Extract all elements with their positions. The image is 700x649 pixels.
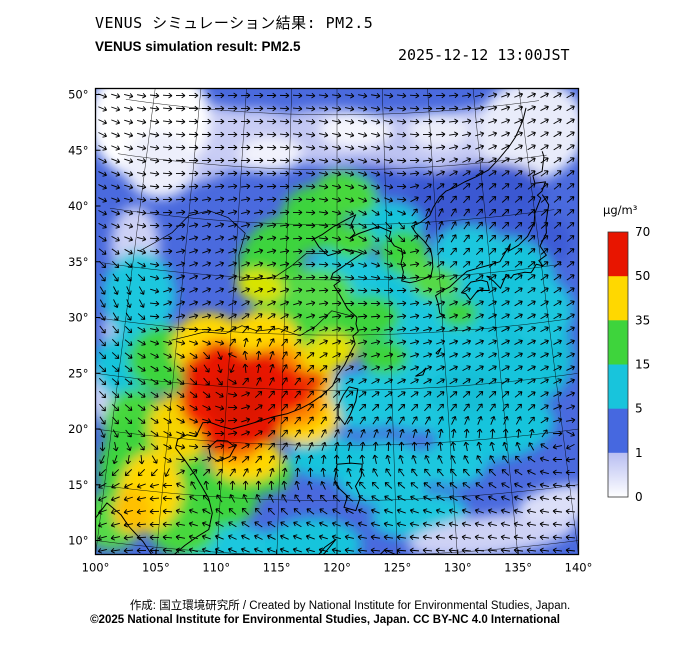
- svg-text:0: 0: [635, 490, 643, 504]
- svg-text:50°: 50°: [68, 88, 88, 102]
- svg-text:120°: 120°: [323, 561, 351, 575]
- svg-text:10°: 10°: [68, 534, 88, 548]
- axis-ticks: [95, 94, 579, 555]
- svg-text:100°: 100°: [82, 561, 110, 575]
- svg-text:20°: 20°: [68, 422, 88, 436]
- svg-text:110°: 110°: [202, 561, 230, 575]
- svg-text:70: 70: [635, 225, 650, 239]
- svg-text:135°: 135°: [504, 561, 532, 575]
- colorbar-unit-label: μg/m³: [603, 203, 638, 217]
- svg-text:1: 1: [635, 446, 643, 460]
- credit-line: 作成: 国立環境研究所 / Created by National Instit…: [129, 600, 571, 612]
- graticule-grid: [95, 88, 579, 555]
- datetime-label: 2025-12-12 13:00JST: [398, 46, 570, 64]
- svg-text:30°: 30°: [68, 311, 88, 325]
- svg-text:50: 50: [635, 269, 650, 283]
- wind-vectors: [97, 92, 576, 554]
- license-line: ©2025 National Institute for Environment…: [90, 614, 560, 626]
- page-title-jp: VENUS シミュレーション結果: PM2.5: [95, 14, 374, 32]
- axis-labels: 50° 45° 40° 35° 30° 25° 20° 15° 10° 100° 105° 110° 1…: [68, 88, 592, 575]
- svg-text:15: 15: [635, 358, 650, 372]
- svg-text:140°: 140°: [565, 561, 593, 575]
- page-title-en: VENUS simulation result: PM2.5: [95, 39, 301, 54]
- svg-text:115°: 115°: [263, 561, 291, 575]
- svg-text:130°: 130°: [444, 561, 472, 575]
- svg-text:15°: 15°: [68, 478, 88, 492]
- svg-text:40°: 40°: [68, 199, 88, 213]
- svg-text:45°: 45°: [68, 143, 88, 157]
- colorbar: 70 50 35 15 5 1 0 μg/m³: [603, 203, 650, 504]
- svg-text:35°: 35°: [68, 255, 88, 269]
- svg-text:35: 35: [635, 313, 650, 327]
- svg-text:125°: 125°: [384, 561, 412, 575]
- svg-text:105°: 105°: [142, 561, 170, 575]
- svg-text:5: 5: [635, 402, 643, 416]
- svg-text:25°: 25°: [68, 366, 88, 380]
